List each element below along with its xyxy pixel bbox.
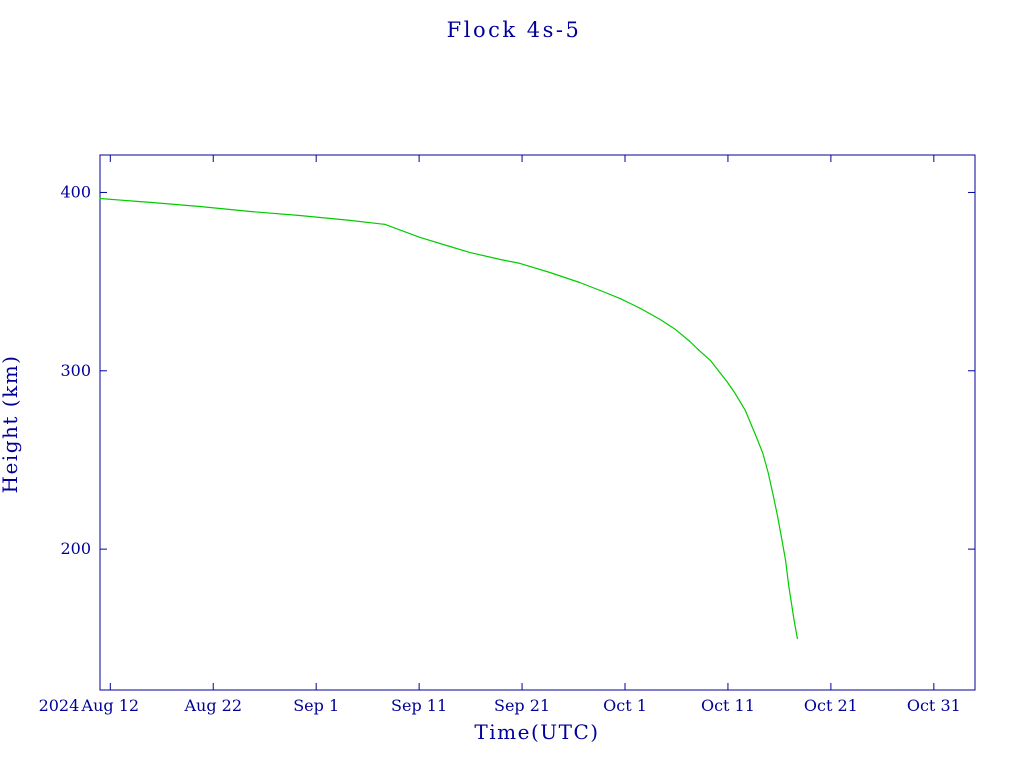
height-series-line bbox=[99, 197, 799, 640]
tick-labels: Aug 12 Aug 22 Sep 1 Sep 11 Sep 21 Oct 1 Oct 11… bbox=[39, 182, 961, 715]
y-tick-label: 200 bbox=[60, 539, 91, 558]
chart-title: Flock 4s-5 bbox=[447, 18, 582, 42]
plot-frame bbox=[99, 154, 976, 691]
x-tick-label: Oct 31 bbox=[907, 696, 961, 715]
x-tick-label: Oct 1 bbox=[603, 696, 647, 715]
x-tick-label: Sep 1 bbox=[293, 696, 339, 715]
x-tick-label: Oct 11 bbox=[701, 696, 755, 715]
x-tick-label: Aug 22 bbox=[183, 696, 242, 715]
x-tick-label: Aug 12 bbox=[81, 696, 140, 715]
y-tick-label: 300 bbox=[60, 361, 91, 380]
x-tick-label: Oct 21 bbox=[804, 696, 858, 715]
y-tick-label: 400 bbox=[60, 182, 91, 201]
y-axis-title: Height (km) bbox=[0, 355, 22, 494]
decay-curve bbox=[99, 197, 799, 640]
x-axis-year-label: 2024 bbox=[39, 696, 80, 715]
x-tick-label: Sep 11 bbox=[391, 696, 447, 715]
x-tick-label: Sep 21 bbox=[494, 696, 550, 715]
x-axis-title: Time(UTC) bbox=[474, 720, 599, 744]
